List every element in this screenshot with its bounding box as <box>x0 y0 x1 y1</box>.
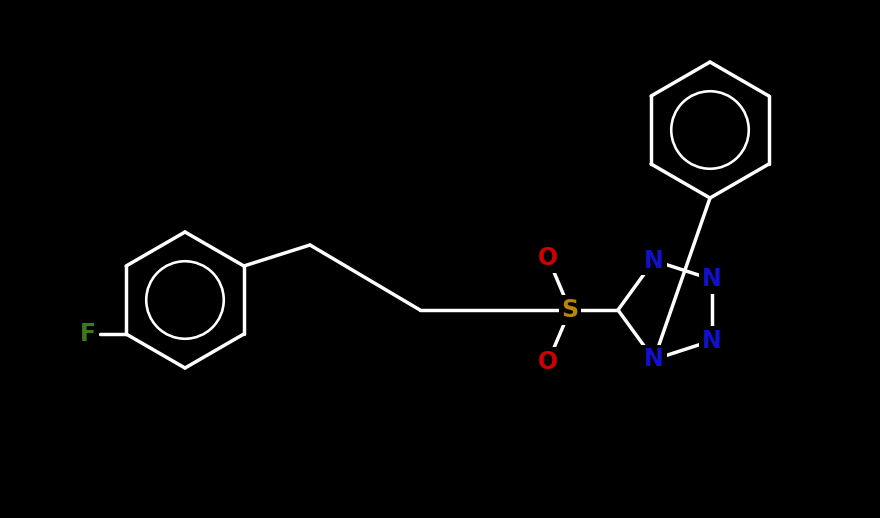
Text: N: N <box>702 267 722 292</box>
Text: S: S <box>561 298 578 322</box>
Text: N: N <box>702 328 722 353</box>
Text: F: F <box>80 322 96 346</box>
Text: O: O <box>538 350 558 374</box>
Text: N: N <box>644 249 664 272</box>
Text: N: N <box>644 348 664 371</box>
Text: O: O <box>538 246 558 270</box>
